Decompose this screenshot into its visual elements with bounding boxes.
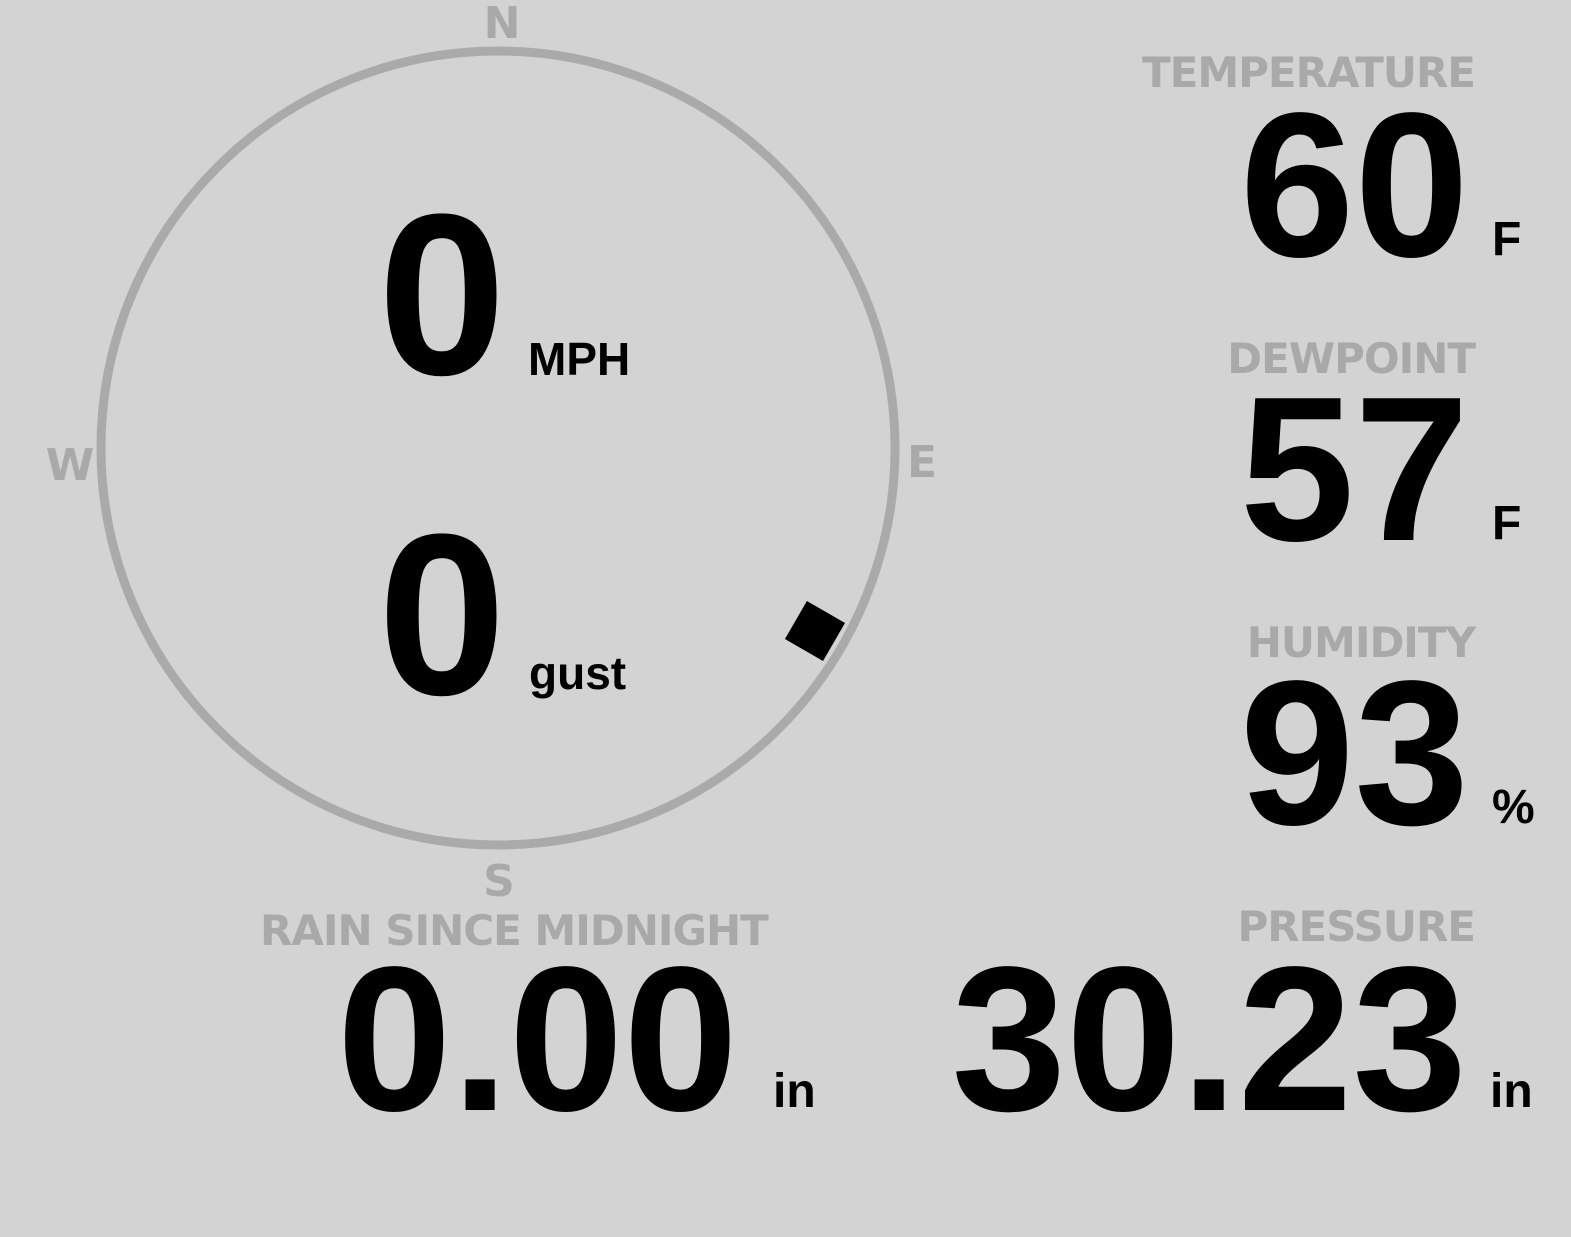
humidity-label: HUMIDITY (1246, 618, 1476, 667)
wind-speed-value: 0 (378, 166, 506, 423)
compass-east: E (906, 437, 938, 488)
humidity-unit: % (1492, 781, 1535, 834)
dewpoint-label: DEWPOINT (1227, 334, 1476, 383)
compass-west: W (45, 440, 95, 491)
wind-gust-value: 0 (378, 486, 506, 743)
temperature-label: TEMPERATURE (1142, 48, 1476, 97)
pressure-label: PRESSURE (1237, 902, 1476, 951)
rain-unit: in (773, 1065, 816, 1118)
temperature-unit: F (1492, 213, 1522, 266)
rain-value: 0.00 (337, 924, 738, 1154)
humidity-value: 93 (1239, 638, 1469, 868)
compass-south: S (483, 856, 515, 907)
rain-label: RAIN SINCE MIDNIGHT (260, 906, 769, 955)
wind-speed-unit: MPH (528, 333, 631, 385)
dewpoint-unit: F (1492, 497, 1522, 550)
compass-north: N (483, 0, 521, 49)
temperature-value: 60 (1239, 70, 1469, 300)
pressure-value: 30.23 (951, 924, 1467, 1154)
wind-gust-unit: gust (529, 647, 627, 699)
dewpoint-value: 57 (1239, 354, 1469, 584)
wind-direction-marker (784, 600, 846, 662)
compass-ring (96, 46, 900, 850)
pressure-unit: in (1490, 1065, 1533, 1118)
